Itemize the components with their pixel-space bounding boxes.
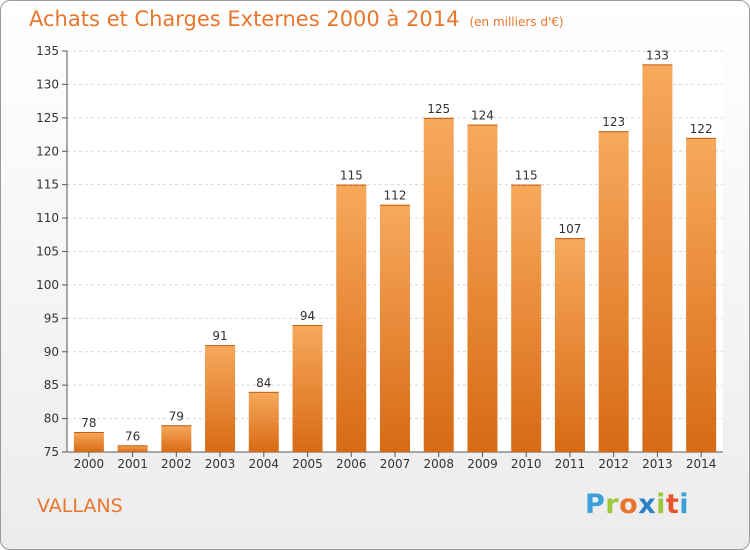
x-tick-label: 2009 bbox=[467, 457, 498, 471]
bar-value-label: 115 bbox=[340, 169, 363, 183]
y-tick-label: 95 bbox=[44, 311, 59, 325]
bar bbox=[292, 325, 323, 452]
logo-letter: P bbox=[585, 489, 606, 520]
y-tick-label: 85 bbox=[44, 378, 59, 392]
bar-value-label: 124 bbox=[471, 109, 494, 123]
bar-value-label: 84 bbox=[256, 376, 271, 390]
x-tick-label: 2001 bbox=[117, 457, 148, 471]
bar bbox=[248, 391, 279, 452]
bar bbox=[380, 204, 410, 452]
x-tick-label: 2007 bbox=[380, 457, 411, 471]
bar bbox=[511, 184, 542, 452]
bar-value-label: 91 bbox=[212, 329, 227, 343]
bar-value-label: 112 bbox=[384, 189, 407, 203]
bar bbox=[554, 238, 585, 452]
chart-unit: (en milliers d'€) bbox=[469, 15, 564, 29]
bar bbox=[73, 431, 104, 452]
y-tick-label: 125 bbox=[36, 111, 59, 125]
bar bbox=[423, 117, 454, 452]
y-tick-label: 100 bbox=[36, 278, 59, 292]
y-tick-label: 80 bbox=[44, 412, 59, 426]
place-name: VALLANS bbox=[37, 495, 123, 517]
y-tick-label: 135 bbox=[36, 44, 59, 58]
chart-title: Achats et Charges Externes 2000 à 2014 (e… bbox=[29, 7, 564, 31]
bar-value-label: 76 bbox=[125, 429, 140, 443]
bar bbox=[467, 124, 498, 453]
bar-value-label: 94 bbox=[300, 309, 315, 323]
y-tick-label: 110 bbox=[36, 211, 59, 225]
x-tick-label: 2012 bbox=[598, 457, 629, 471]
bar-value-label: 79 bbox=[169, 409, 184, 423]
x-tick-label: 2000 bbox=[74, 457, 105, 471]
x-tick-label: 2010 bbox=[511, 457, 542, 471]
proxiti-logo: Proxiti bbox=[585, 489, 689, 520]
logo-letter: t bbox=[665, 489, 680, 520]
logo-letter: o bbox=[619, 489, 639, 520]
bar-value-label: 123 bbox=[602, 115, 625, 129]
logo-letter: x bbox=[638, 489, 657, 520]
bar bbox=[161, 425, 192, 452]
logo-letter: r bbox=[605, 489, 620, 520]
x-tick-label: 2014 bbox=[686, 457, 717, 471]
bar bbox=[205, 345, 236, 452]
x-tick-label: 2008 bbox=[423, 457, 454, 471]
bar-value-label: 115 bbox=[515, 169, 538, 183]
bar-value-label: 107 bbox=[558, 222, 581, 236]
y-tick-label: 115 bbox=[36, 178, 59, 192]
x-tick-label: 2011 bbox=[555, 457, 586, 471]
x-tick-label: 2004 bbox=[249, 457, 280, 471]
chart-title-text: Achats et Charges Externes 2000 à 2014 bbox=[29, 7, 460, 31]
x-tick-label: 2013 bbox=[642, 457, 673, 471]
bar-value-label: 122 bbox=[690, 122, 713, 136]
x-tick-label: 2002 bbox=[161, 457, 192, 471]
y-tick-label: 120 bbox=[36, 144, 59, 158]
bar-value-label: 133 bbox=[646, 48, 669, 62]
logo-letter: i bbox=[679, 489, 690, 520]
y-tick-label: 75 bbox=[44, 445, 59, 459]
x-tick-label: 2006 bbox=[336, 457, 367, 471]
bar bbox=[336, 184, 367, 452]
bar bbox=[686, 137, 717, 452]
logo-letter: i bbox=[656, 489, 666, 520]
bar-value-label: 125 bbox=[427, 102, 450, 116]
y-tick-label: 105 bbox=[36, 245, 59, 259]
y-tick-label: 90 bbox=[44, 345, 59, 359]
x-tick-label: 2005 bbox=[292, 457, 323, 471]
bar bbox=[642, 64, 673, 452]
bar bbox=[598, 131, 629, 452]
x-tick-label: 2003 bbox=[205, 457, 236, 471]
y-tick-label: 130 bbox=[36, 77, 59, 91]
bar-value-label: 78 bbox=[81, 416, 96, 430]
bar bbox=[117, 445, 148, 452]
